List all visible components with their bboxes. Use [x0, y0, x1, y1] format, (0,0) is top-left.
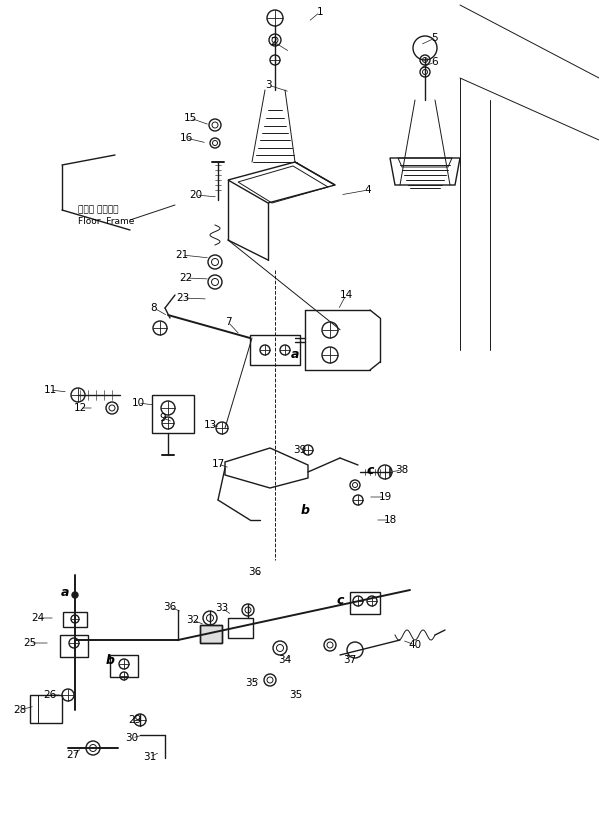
Text: 38: 38 — [395, 465, 409, 475]
Text: 26: 26 — [43, 690, 57, 700]
Text: 36: 36 — [249, 567, 262, 577]
Bar — [200, 625, 222, 643]
Text: 24: 24 — [31, 613, 44, 623]
Text: 35: 35 — [289, 690, 302, 700]
Text: 19: 19 — [379, 492, 392, 502]
Text: 1: 1 — [317, 7, 323, 17]
Text: 14: 14 — [340, 290, 353, 300]
Text: a: a — [291, 349, 299, 361]
Text: 28: 28 — [13, 705, 26, 715]
Bar — [350, 592, 380, 614]
Text: 31: 31 — [143, 752, 156, 762]
Bar — [60, 635, 88, 657]
Text: 11: 11 — [43, 385, 57, 395]
Text: c: c — [367, 463, 374, 477]
Text: 39: 39 — [294, 445, 307, 455]
Bar — [228, 618, 253, 638]
Text: 36: 36 — [164, 602, 177, 612]
Bar — [110, 655, 138, 677]
Bar — [200, 625, 222, 643]
Text: 8: 8 — [151, 303, 158, 313]
Circle shape — [72, 592, 78, 598]
Text: 22: 22 — [179, 273, 193, 283]
Text: 7: 7 — [225, 317, 231, 327]
Text: 32: 32 — [186, 615, 199, 625]
Text: Floor  Frame: Floor Frame — [78, 217, 134, 227]
Bar — [152, 395, 194, 433]
Bar — [250, 335, 300, 365]
Text: a: a — [61, 585, 69, 599]
Text: 6: 6 — [432, 57, 438, 67]
Text: 16: 16 — [179, 133, 193, 143]
Text: 10: 10 — [131, 398, 144, 408]
Text: c: c — [336, 594, 344, 606]
Text: b: b — [105, 654, 114, 666]
Text: 13: 13 — [204, 420, 217, 430]
Text: 35: 35 — [246, 678, 259, 688]
Text: 20: 20 — [189, 190, 202, 200]
Text: 23: 23 — [176, 293, 190, 303]
Text: 37: 37 — [343, 655, 356, 665]
Text: 33: 33 — [216, 603, 229, 613]
Text: 5: 5 — [432, 33, 438, 43]
Bar — [30, 695, 62, 723]
Text: 9: 9 — [160, 413, 167, 423]
Text: 29: 29 — [128, 715, 141, 725]
Bar — [63, 612, 87, 627]
Text: 30: 30 — [125, 733, 138, 743]
Text: 40: 40 — [409, 640, 422, 650]
Text: 21: 21 — [176, 250, 189, 260]
Text: 2: 2 — [271, 37, 277, 47]
Text: 15: 15 — [183, 113, 196, 123]
Text: 12: 12 — [73, 403, 87, 413]
Text: 3: 3 — [265, 80, 271, 90]
Text: 4: 4 — [365, 185, 371, 195]
Text: 34: 34 — [279, 655, 292, 665]
Text: フロア フレーム: フロア フレーム — [78, 206, 119, 215]
Text: b: b — [301, 503, 310, 517]
Text: 17: 17 — [211, 459, 225, 469]
Text: 18: 18 — [383, 515, 397, 525]
Text: 27: 27 — [66, 750, 80, 760]
Text: 25: 25 — [23, 638, 37, 648]
